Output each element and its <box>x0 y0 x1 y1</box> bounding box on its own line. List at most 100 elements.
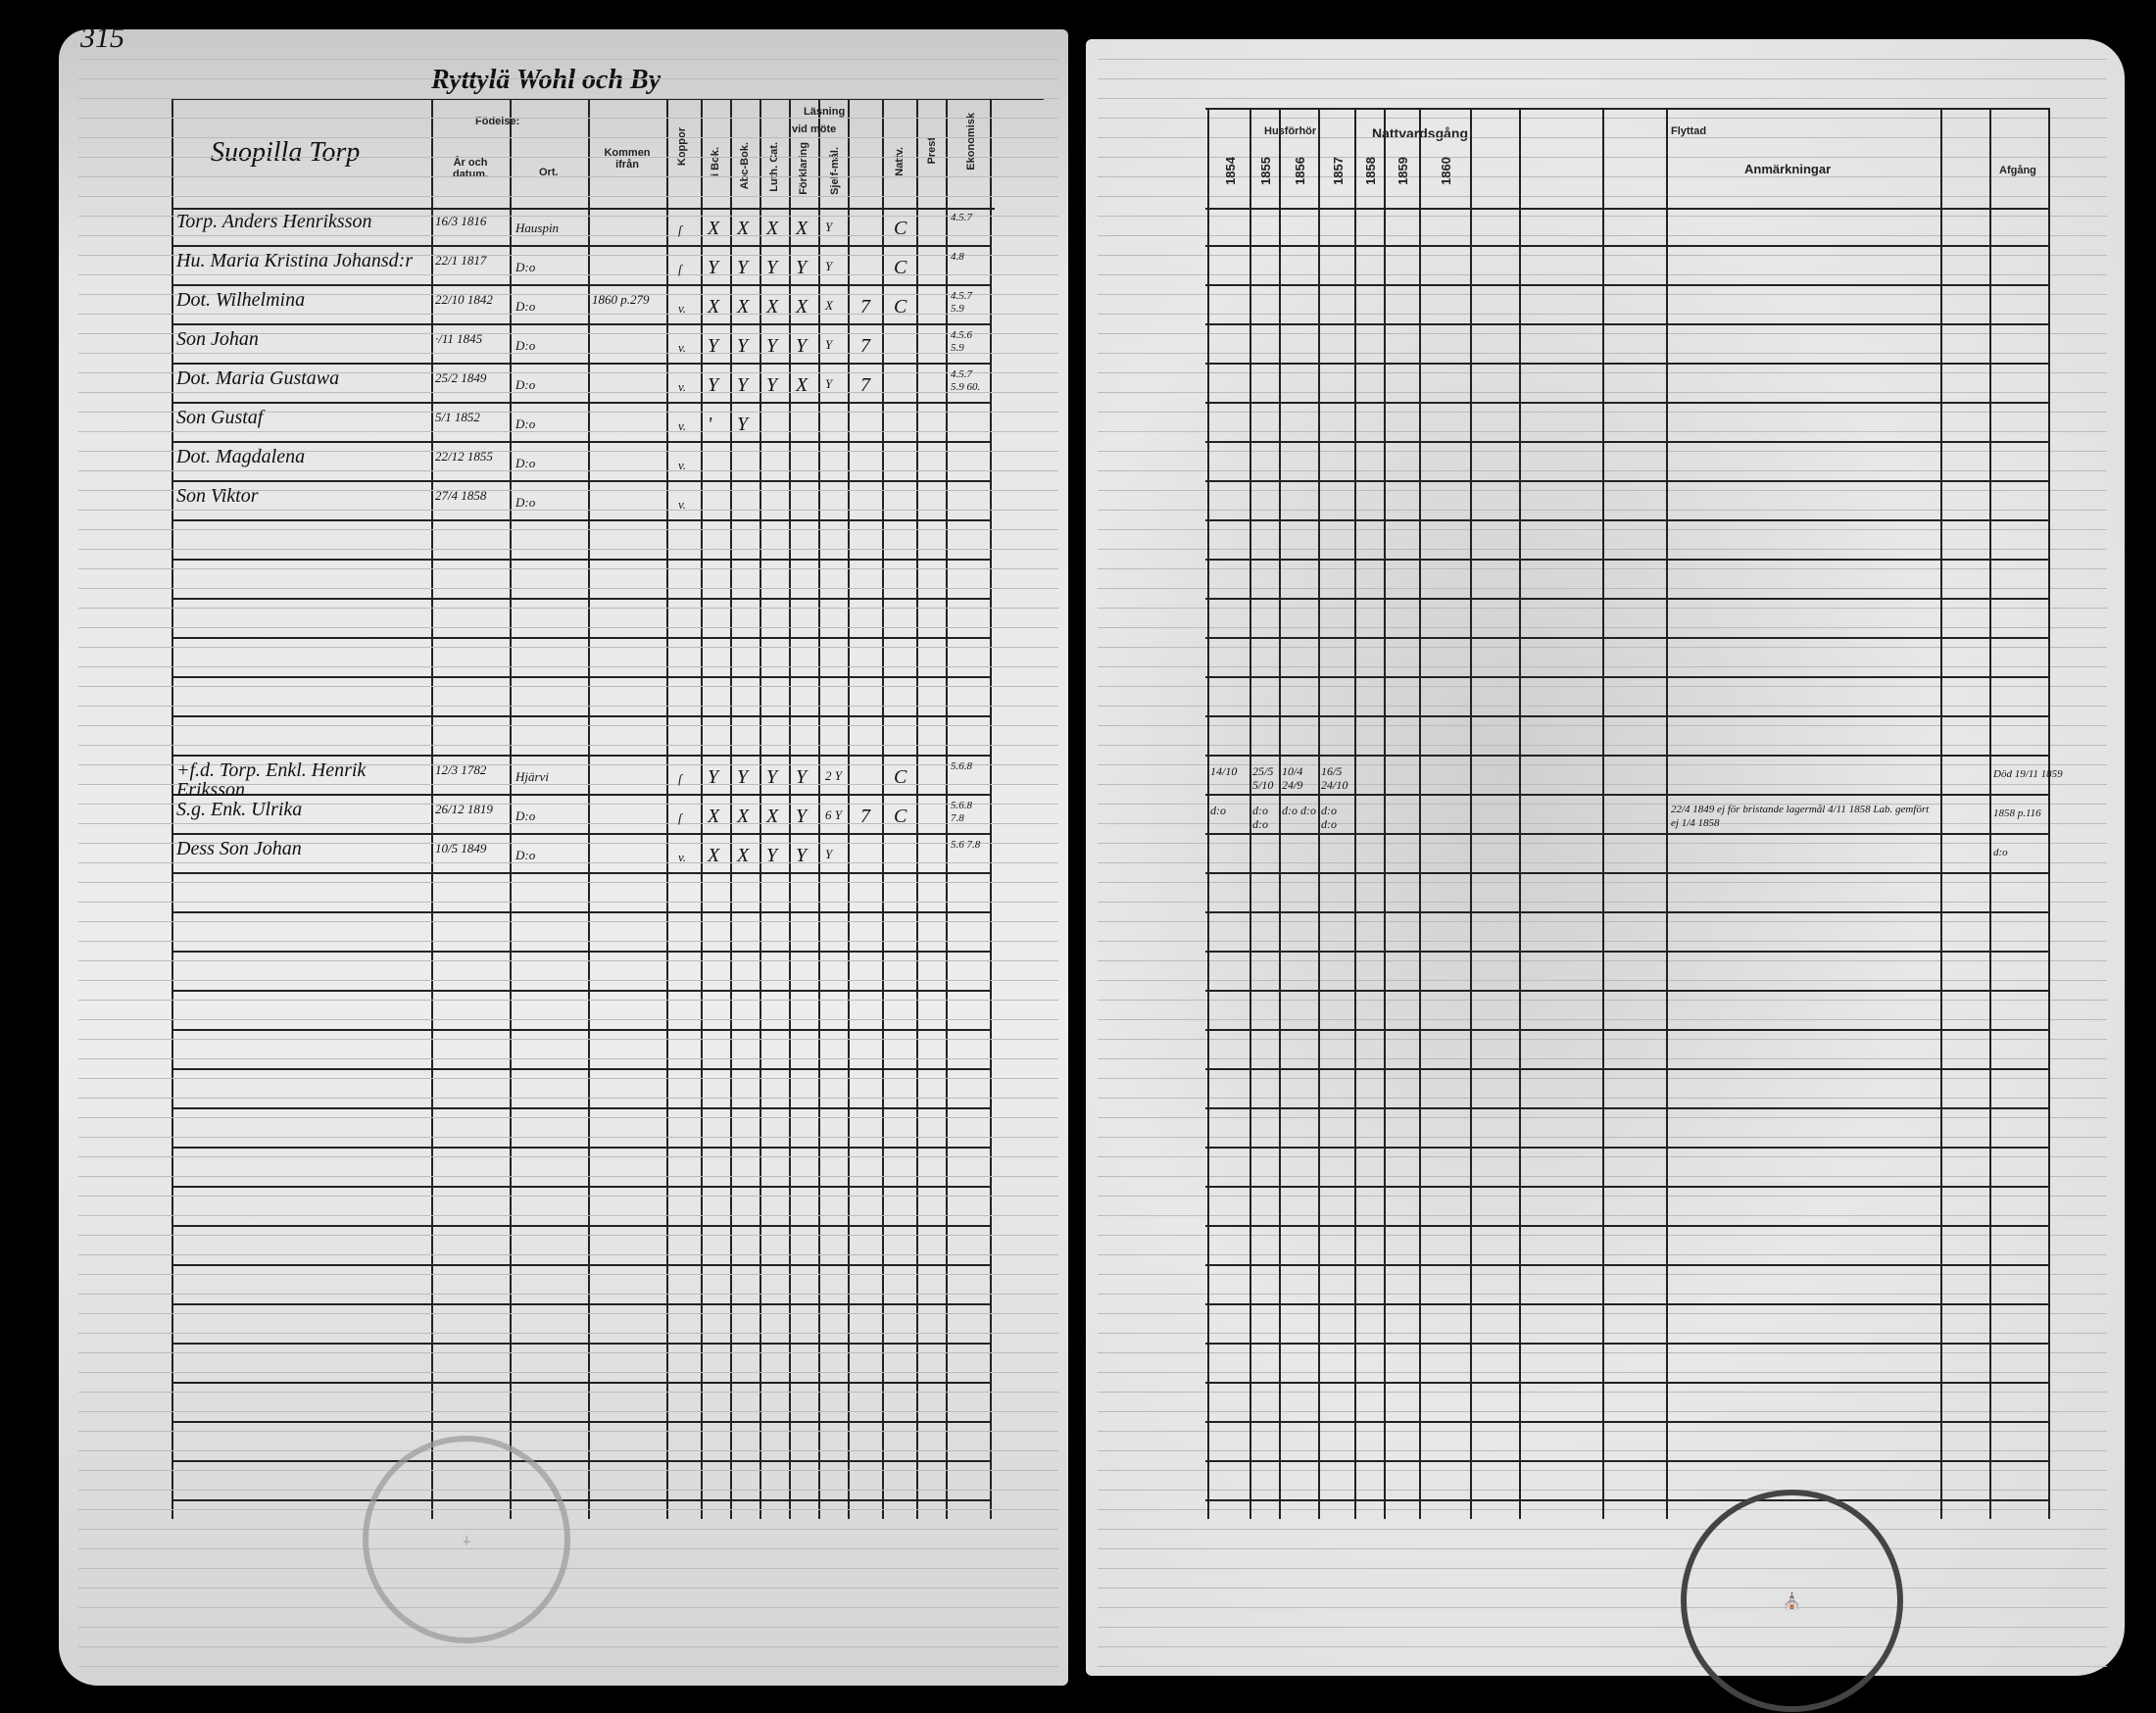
column-line <box>431 98 433 1519</box>
ruling-line <box>78 1352 1058 1353</box>
person-name: +f.d. Torp. Enkl. Henrik Eriksson <box>176 759 367 801</box>
row-line <box>172 1029 990 1031</box>
row-line <box>1205 284 2048 286</box>
row-line <box>1205 441 2048 443</box>
sjelf-mark: 6 Y <box>825 808 842 822</box>
ruling-line <box>78 706 1058 707</box>
ruling-line <box>78 314 1058 315</box>
reading-mark: Y <box>708 766 719 788</box>
ruling-line <box>78 176 1058 177</box>
ruling-line <box>78 1294 1058 1295</box>
ruling-line <box>78 118 1058 119</box>
reading-mark: X <box>766 218 779 239</box>
birth-place: D:o <box>515 456 536 470</box>
person-name: Son Viktor <box>176 485 259 507</box>
reading-mark: X <box>737 218 750 239</box>
column-line <box>946 98 948 1519</box>
ruling-line <box>78 59 1058 60</box>
ruling-line <box>78 372 1058 373</box>
column-line <box>1354 108 1356 1519</box>
row-line <box>172 1421 990 1423</box>
page-number: 315 <box>80 22 124 54</box>
afgang: Död 19/11 1859 <box>1993 768 2063 780</box>
ruling-line <box>78 353 1058 354</box>
ruling-line <box>78 1313 1058 1314</box>
nattv-mark: 7 <box>860 374 870 396</box>
birth-place: D:o <box>515 495 536 510</box>
remark: 22/4 1849 ej för bristande lagermål 4/11… <box>1671 804 1930 829</box>
ruling-line <box>1098 1646 2107 1647</box>
row-line <box>172 480 990 482</box>
row-line <box>172 1343 990 1345</box>
seal-stamp: ⛪ <box>1681 1490 1903 1712</box>
ruling-line <box>78 294 1058 295</box>
ruling-line <box>78 529 1058 530</box>
ruling-line <box>78 1254 1058 1255</box>
row-line <box>1205 1460 2048 1462</box>
column-line <box>916 98 918 1519</box>
birth-place: D:o <box>515 848 536 862</box>
ruling-line <box>78 686 1058 687</box>
row-line <box>172 715 990 717</box>
sjelf-mark: 2 Y <box>825 768 842 783</box>
person-name: Dot. Wilhelmina <box>176 289 306 311</box>
afgang: d:o <box>1993 847 2008 858</box>
ruling-line <box>78 1490 1058 1491</box>
ruling-line <box>78 1137 1058 1138</box>
column-line <box>588 98 590 1519</box>
ruling-line <box>78 1000 1058 1001</box>
header-innan: i Bok. <box>710 147 721 176</box>
column-line <box>1470 108 1472 1519</box>
row-line <box>172 1499 990 1501</box>
birth-place: D:o <box>515 416 536 431</box>
row-line <box>1205 1382 2048 1384</box>
ruling-line <box>78 725 1058 726</box>
reading-mark: Y <box>766 257 778 278</box>
prest-mark: C <box>894 257 907 278</box>
year-header: 1860 <box>1439 157 1453 185</box>
ruling-line <box>78 608 1058 609</box>
ruling-line <box>78 1588 1058 1589</box>
sjelf-mark: Y <box>825 847 833 861</box>
birth-date: 12/3 1782 <box>435 762 487 777</box>
person-name: Torp. Anders Henriksson <box>176 211 372 232</box>
row-line <box>172 872 990 874</box>
birth-place: D:o <box>515 338 536 353</box>
section-title: Suopilla Torp <box>211 137 361 168</box>
row-line <box>172 951 990 953</box>
row-line <box>1205 363 2048 365</box>
koppor-mark: v. <box>678 850 687 864</box>
row-line <box>172 833 990 835</box>
ruling-line <box>78 1509 1058 1510</box>
row-line <box>1205 1343 2048 1345</box>
ruling-line <box>78 1529 1058 1530</box>
ruling-line <box>1098 1666 2107 1667</box>
reading-mark: Y <box>737 414 749 435</box>
row-line <box>172 676 990 678</box>
birth-place: Hauspin <box>515 220 560 235</box>
ruling-line <box>78 941 1058 942</box>
row-line <box>1205 1421 2048 1423</box>
reading-mark: X <box>766 806 779 827</box>
seal-stamp-faded: ✝ <box>363 1436 570 1643</box>
column-line <box>172 98 173 1519</box>
year-header: 1855 <box>1258 157 1273 185</box>
header-anmarkningar: Anmärkningar <box>1744 162 1832 176</box>
header-flyttat: Flyttad <box>1671 125 1707 137</box>
ruling-line <box>78 1392 1058 1393</box>
sjelf-mark: X <box>825 298 833 313</box>
ruling-line <box>78 412 1058 413</box>
row-line <box>1205 480 2048 482</box>
column-line <box>701 98 703 1519</box>
ruling-line <box>78 1372 1058 1373</box>
birth-date: 22/12 1855 <box>435 449 493 464</box>
communion-date: d:o d:o <box>1252 804 1268 831</box>
ruling-line <box>1098 98 2107 99</box>
ruling-line <box>78 510 1058 511</box>
reading-mark: X <box>708 218 720 239</box>
reading-mark: X <box>766 296 779 318</box>
row-line <box>172 1460 990 1462</box>
ruling-line <box>78 1568 1058 1569</box>
ruling-line <box>78 1431 1058 1432</box>
reading-mark: X <box>796 374 808 396</box>
